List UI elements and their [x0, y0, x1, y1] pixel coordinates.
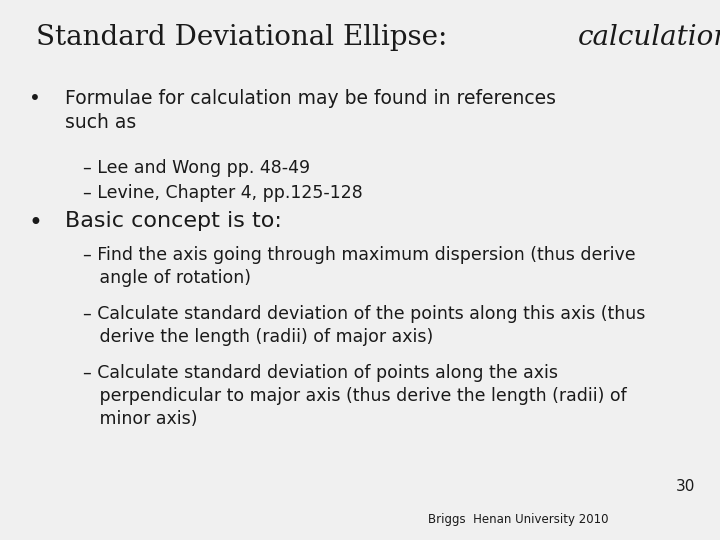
Text: calculation: calculation: [578, 24, 720, 51]
Text: Formulae for calculation may be found in references
such as: Formulae for calculation may be found in…: [65, 89, 556, 132]
Text: Standard Deviational Ellipse:: Standard Deviational Ellipse:: [36, 24, 456, 51]
Text: •: •: [29, 89, 40, 108]
Text: – Levine, Chapter 4, pp.125-128: – Levine, Chapter 4, pp.125-128: [83, 184, 363, 201]
Text: 30: 30: [675, 479, 695, 494]
Text: – Calculate standard deviation of points along the axis
   perpendicular to majo: – Calculate standard deviation of points…: [83, 364, 626, 428]
Text: Basic concept is to:: Basic concept is to:: [65, 211, 282, 231]
Text: Briggs  Henan University 2010: Briggs Henan University 2010: [428, 514, 608, 526]
Text: – Calculate standard deviation of the points along this axis (thus
   derive the: – Calculate standard deviation of the po…: [83, 305, 645, 346]
Text: – Find the axis going through maximum dispersion (thus derive
   angle of rotati: – Find the axis going through maximum di…: [83, 246, 636, 287]
Text: – Lee and Wong pp. 48-49: – Lee and Wong pp. 48-49: [83, 159, 310, 177]
Text: •: •: [29, 211, 42, 234]
